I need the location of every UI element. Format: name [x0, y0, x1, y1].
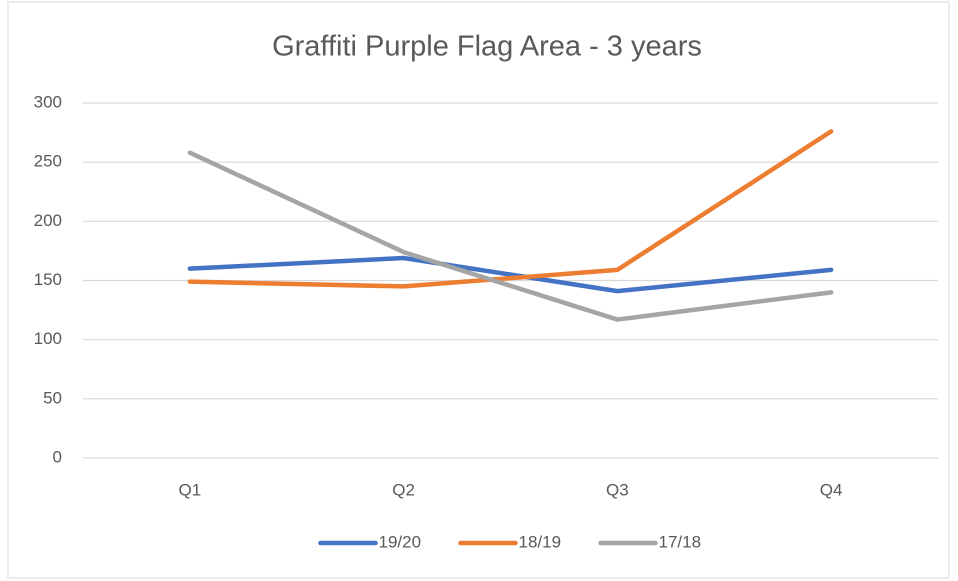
x-tick-label: Q3 [606, 480, 629, 499]
y-tick-label: 200 [34, 211, 62, 230]
series-line [187, 255, 834, 294]
series-line [187, 129, 834, 289]
y-tick-label: 50 [43, 388, 62, 407]
legend-label: 19/20 [379, 532, 422, 551]
y-tick-label: 100 [34, 329, 62, 348]
chart-title: Graffiti Purple Flag Area - 3 years [272, 31, 702, 63]
x-tick-label: Q1 [179, 480, 202, 499]
x-tick-label: Q4 [820, 480, 843, 499]
y-tick-label: 250 [34, 152, 62, 171]
legend-label: 18/19 [519, 532, 562, 551]
y-tick-label: 0 [53, 447, 62, 466]
series-line [187, 150, 834, 322]
y-tick-label: 150 [34, 270, 62, 289]
x-tick-label: Q2 [392, 480, 415, 499]
legend-label: 17/18 [659, 532, 702, 551]
y-tick-label: 300 [34, 92, 62, 111]
chart-frame [7, 1, 950, 579]
